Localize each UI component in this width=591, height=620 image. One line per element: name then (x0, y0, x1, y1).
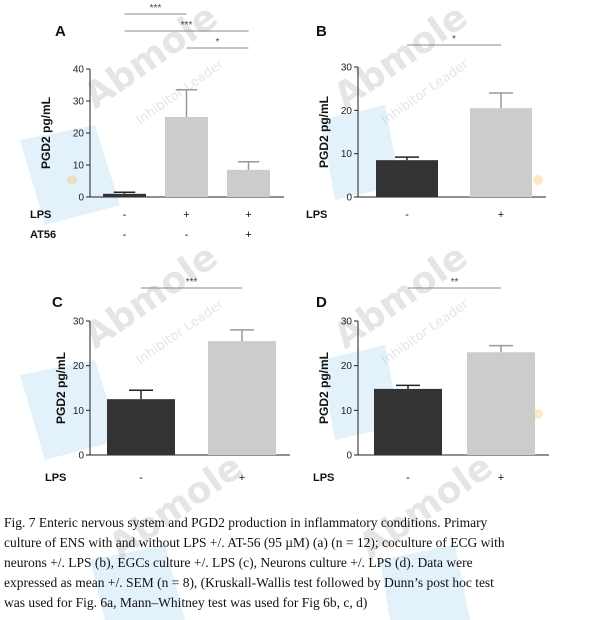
condition-sign: - (185, 229, 189, 241)
bar (374, 388, 442, 455)
significance-label: * (216, 37, 220, 48)
condition-label: AT56 (30, 229, 56, 241)
y-tick-label: 0 (346, 451, 352, 462)
figure-caption: Fig. 7 Enteric nervous system and PGD2 p… (4, 513, 584, 613)
panel-letter: B (316, 23, 327, 40)
bar (227, 169, 270, 197)
y-tick-label: 10 (341, 406, 353, 417)
y-axis-label: PGD2 pg/mL (317, 352, 331, 424)
panel-letter: D (316, 294, 327, 311)
bar (208, 341, 276, 455)
bar (376, 160, 438, 197)
significance-label: *** (181, 20, 193, 31)
significance-label: ** (451, 277, 459, 288)
condition-label: LPS (45, 472, 66, 484)
condition-sign: + (498, 209, 504, 221)
caption-line: was used for Fig. 6a, Mann–Whitney test … (4, 595, 368, 610)
y-tick-label: 20 (73, 361, 85, 372)
condition-label: LPS (30, 209, 51, 221)
condition-sign: + (239, 472, 245, 484)
y-tick-label: 10 (73, 406, 85, 417)
condition-sign: + (183, 209, 189, 221)
y-axis-label: PGD2 pg/mL (39, 97, 53, 169)
y-tick-label: 10 (73, 161, 85, 172)
condition-sign: + (245, 209, 251, 221)
panel-letter: A (55, 23, 66, 40)
caption-line: expressed as mean +/. SEM (n = 8), (Krus… (4, 575, 494, 590)
caption-line: Fig. 7 Enteric nervous system and PGD2 p… (4, 515, 488, 530)
condition-sign: - (123, 209, 127, 221)
condition-sign: - (406, 472, 410, 484)
y-tick-label: 20 (341, 106, 353, 117)
y-axis-label: PGD2 pg/mL (54, 352, 68, 424)
bar (467, 352, 535, 455)
y-tick-label: 0 (78, 193, 84, 204)
condition-sign: - (405, 209, 409, 221)
significance-label: * (452, 34, 456, 45)
y-tick-label: 40 (73, 65, 85, 76)
y-axis-label: PGD2 pg/mL (317, 96, 331, 168)
condition-label: LPS (313, 472, 334, 484)
y-tick-label: 30 (341, 317, 353, 328)
bar (107, 399, 175, 455)
bar (165, 117, 208, 197)
y-tick-label: 0 (78, 451, 84, 462)
condition-label: LPS (306, 209, 327, 221)
significance-label: *** (150, 3, 162, 14)
bar (470, 108, 532, 197)
condition-sign: + (245, 229, 251, 241)
bar (103, 193, 146, 197)
caption-line: culture of ENS with and without LPS +/. … (4, 535, 505, 550)
y-tick-label: 30 (341, 63, 353, 74)
caption-line: neurons +/. LPS (b), EGCs culture +/. LP… (4, 555, 473, 570)
significance-label: *** (186, 277, 198, 288)
y-tick-label: 30 (73, 317, 85, 328)
panel-letter: C (52, 294, 63, 311)
y-tick-label: 30 (73, 97, 85, 108)
condition-sign: + (498, 472, 504, 484)
condition-sign: - (123, 229, 127, 241)
condition-sign: - (139, 472, 143, 484)
y-tick-label: 10 (341, 149, 353, 160)
y-tick-label: 20 (73, 129, 85, 140)
y-tick-label: 20 (341, 361, 353, 372)
y-tick-label: 0 (346, 193, 352, 204)
